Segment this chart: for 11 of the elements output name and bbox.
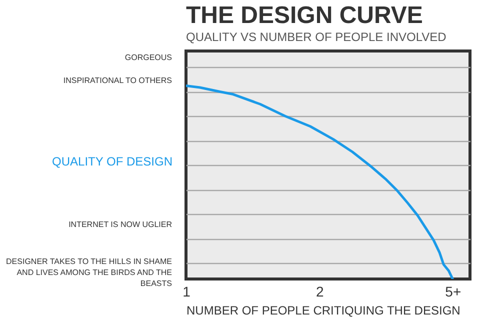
text: INSPIRATIONAL TO OTHERS	[63, 76, 172, 86]
x-tick-label: 1	[182, 284, 191, 300]
text: DESIGNER TAKES TO THE HILLS IN SHAME AND LIVES AMONG THE BIRDS AND THE BEASTS	[6, 256, 172, 288]
text: INTERNET IS NOW UGLIER	[68, 220, 172, 229]
x-tick-label: 2	[316, 284, 324, 300]
y-axis-title: QUALITY OF DESIGN	[52, 154, 172, 168]
chart-subtitle: QUALITY VS NUMBER OF PEOPLE INVOLVED	[186, 30, 447, 44]
x-axis-title: NUMBER OF PEOPLE CRITIQUING THE DESIGN	[186, 304, 460, 318]
chart-title: THE DESIGN CURVE	[186, 2, 423, 29]
x-tick-label: 5+	[445, 284, 462, 300]
text: GORGEOUS	[124, 53, 172, 62]
